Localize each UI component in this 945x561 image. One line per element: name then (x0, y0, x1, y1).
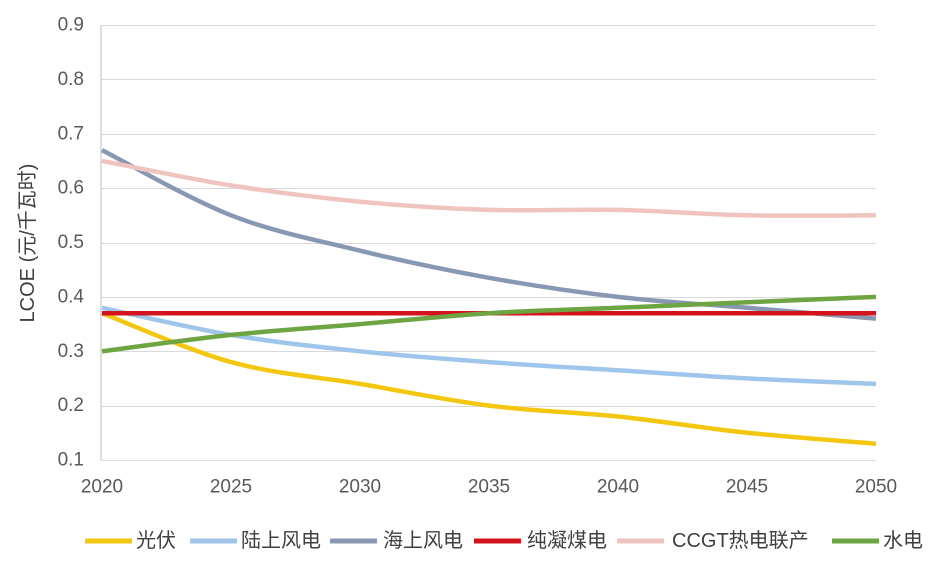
legend-item-coal-power: 纯凝煤电 (474, 529, 607, 552)
plot-series (100, 148, 877, 446)
legend-item-offshore-wind: 海上风电 (330, 529, 463, 552)
x-tick-label: 2020 (81, 477, 123, 498)
legend-item-ccgt-chp: CCGT热电联产 (617, 529, 809, 552)
y-tick-label: 0.5 (58, 232, 84, 253)
legend-label: 光伏 (136, 529, 176, 552)
x-tick-label: 2035 (468, 477, 510, 498)
x-tick-label: 2050 (855, 477, 897, 498)
legend-item-onshore-wind: 陆上风电 (190, 529, 321, 552)
legend-item-solar-pv: 光伏 (85, 529, 176, 552)
y-tick-label: 0.9 (58, 15, 84, 36)
legend-label: 水电 (883, 529, 923, 552)
legend-item-hydropower: 水电 (832, 529, 923, 552)
legend-label: 陆上风电 (241, 529, 321, 552)
gridlines (101, 25, 876, 461)
series-line-onshore-wind (101, 305, 877, 387)
series-line-hydropower (101, 294, 877, 354)
x-tick-label: 2040 (597, 477, 639, 498)
x-tick-label: 2045 (726, 477, 768, 498)
legend-label: 纯凝煤电 (527, 529, 607, 552)
legend-label: 海上风电 (383, 529, 463, 552)
y-tick-label: 0.6 (58, 178, 84, 199)
legend: 光伏 陆上风电 海上风电 纯凝煤电 CCGT热电联产 水电 (85, 529, 923, 552)
y-tick-label: 0.7 (58, 123, 84, 144)
y-axis-title: LCOE (元/千瓦时) (16, 164, 39, 323)
series-line-solar-pv (101, 311, 877, 446)
y-tick-label: 0.8 (58, 69, 84, 90)
series-line-offshore-wind (100, 148, 877, 321)
y-tick-label: 0.4 (58, 286, 85, 307)
x-tick-label: 2025 (210, 477, 252, 498)
y-tick-label: 0.1 (58, 450, 84, 471)
legend-label: CCGT热电联产 (672, 529, 809, 552)
x-tick-label: 2030 (339, 477, 381, 498)
x-tick-labels: 2020 2025 2030 2035 2040 2045 2050 (81, 477, 897, 498)
y-tick-labels: 0.1 0.2 0.3 0.4 0.5 0.6 0.7 0.8 0.9 (58, 15, 85, 471)
series-line-ccgt-chp (101, 158, 877, 218)
y-tick-label: 0.2 (58, 395, 84, 416)
y-tick-label: 0.3 (58, 341, 84, 362)
